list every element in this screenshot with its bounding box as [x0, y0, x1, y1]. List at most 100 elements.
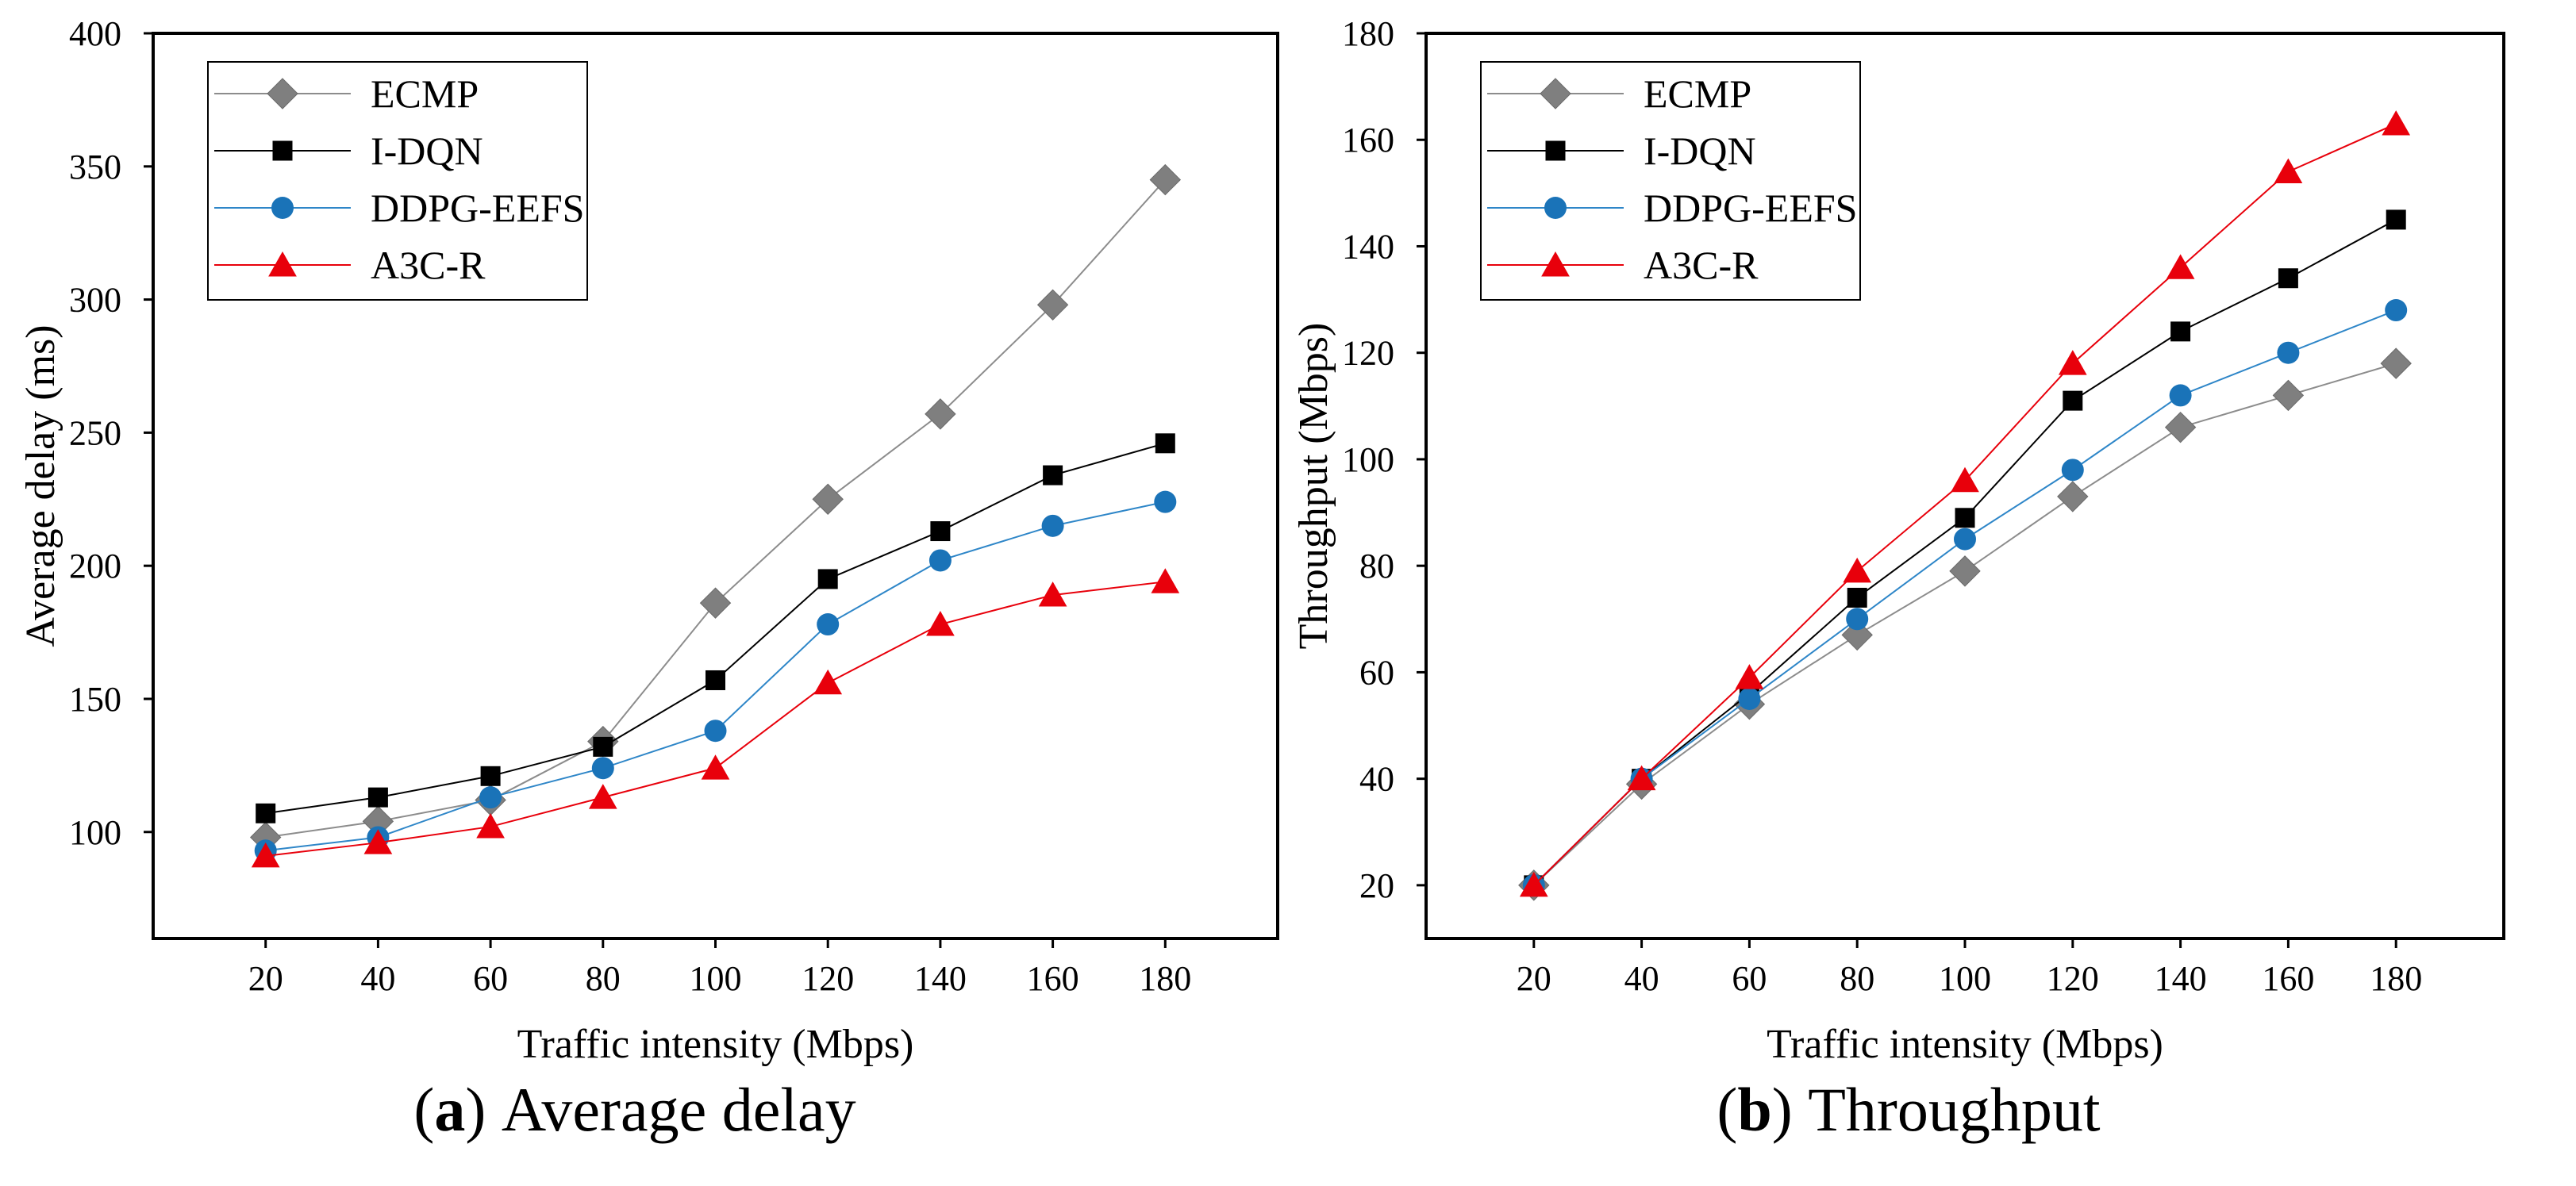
y-tick-label: 160	[1342, 121, 1394, 159]
series-ddpg-eefs	[1522, 299, 2408, 896]
data-point	[1149, 163, 1182, 196]
caption-text: Average delay	[486, 1075, 855, 1144]
legend-item: DDPG-EEFS	[214, 186, 584, 230]
data-point	[704, 720, 727, 743]
y-tick-label: 140	[1342, 227, 1394, 266]
y-tick-label: 300	[69, 281, 121, 320]
x-tick-label: 20	[1517, 959, 1551, 998]
data-point	[2382, 110, 2411, 136]
y-tick-label: 100	[69, 813, 121, 852]
data-point	[1738, 687, 1761, 710]
y-tick-label: 80	[1359, 547, 1394, 585]
data-point	[1627, 765, 1656, 791]
data-point	[1735, 664, 1764, 689]
x-tick-label: 80	[1840, 959, 1874, 998]
x-tick-label: 60	[473, 959, 508, 998]
caption-open: (	[413, 1075, 434, 1144]
x-tick-label: 100	[690, 959, 742, 998]
data-point	[1038, 581, 1067, 607]
data-point	[256, 803, 276, 823]
legend-label: DDPG-EEFS	[371, 186, 584, 230]
series-i-dqn	[1524, 209, 2406, 896]
caption-letter: a	[434, 1075, 465, 1144]
x-tick-label: 40	[360, 959, 395, 998]
legend-item: ECMP	[214, 71, 479, 116]
legend-label: I-DQN	[1644, 129, 1756, 173]
x-tick-label: 100	[1939, 959, 1991, 998]
data-point	[706, 670, 725, 690]
figure-caption: (b) Throughput	[1717, 1075, 2100, 1144]
data-point	[1846, 608, 1869, 631]
legend-label: DDPG-EEFS	[1644, 186, 1857, 230]
y-tick-label: 200	[69, 547, 121, 585]
data-point	[1043, 465, 1063, 486]
legend-box	[1480, 61, 1861, 301]
x-tick-label: 80	[586, 959, 621, 998]
data-point	[2063, 390, 2083, 411]
legend-marker	[1540, 78, 1571, 109]
data-point	[1154, 490, 1177, 513]
data-point	[2058, 350, 2087, 375]
y-tick-label: 400	[69, 14, 121, 53]
data-point	[813, 669, 843, 695]
legend-marker	[267, 78, 298, 109]
data-point	[2386, 209, 2406, 230]
data-point	[1847, 587, 1867, 608]
legend-box	[207, 61, 588, 301]
x-tick-label: 160	[2262, 959, 2314, 998]
data-point	[1519, 871, 1548, 897]
data-point	[476, 813, 505, 839]
data-point	[363, 829, 393, 854]
figure-caption: (a) Average delay	[413, 1075, 855, 1144]
legend-label: ECMP	[371, 71, 479, 116]
data-point	[1949, 555, 1981, 587]
x-axis-label: Traffic intensity (Mbps)	[1767, 1022, 2163, 1067]
y-tick-label: 100	[1342, 440, 1394, 479]
data-point	[2169, 384, 2192, 407]
x-tick-label: 140	[914, 959, 967, 998]
data-point	[1041, 514, 1064, 537]
series-a3c-r	[251, 568, 1180, 868]
data-point	[1955, 508, 1975, 528]
data-point	[2164, 411, 2197, 443]
data-point	[593, 736, 613, 757]
data-point	[588, 784, 617, 809]
data-point	[925, 398, 956, 430]
legend-marker	[1545, 140, 1566, 161]
y-tick-label: 350	[69, 148, 121, 186]
x-tick-label: 20	[248, 959, 283, 998]
legend-item: I-DQN	[214, 129, 483, 173]
caption-letter: b	[1737, 1075, 1771, 1144]
data-point	[1841, 619, 1873, 651]
data-point	[1155, 433, 1175, 454]
x-tick-label: 120	[802, 959, 854, 998]
legend-label: ECMP	[1644, 71, 1751, 116]
x-tick-label: 180	[2370, 959, 2422, 998]
legend-marker	[271, 197, 294, 219]
y-tick-label: 250	[69, 413, 121, 452]
caption-text: Throughput	[1793, 1075, 2101, 1144]
data-point	[1951, 466, 1979, 493]
data-point	[479, 786, 502, 809]
y-tick-label: 180	[1342, 14, 1394, 53]
data-point	[817, 613, 840, 636]
x-tick-label: 180	[1139, 959, 1191, 998]
caption-close: )	[1772, 1075, 1793, 1144]
data-point	[2272, 379, 2305, 412]
legend-label: I-DQN	[371, 129, 483, 173]
data-point	[699, 587, 732, 619]
caption-close: )	[465, 1075, 486, 1144]
y-axis-label: Average delay (ms)	[18, 324, 63, 647]
chart-b: 20 40 60 80 100 120 140 160 180 20 40 60 80 100 120 140…	[1291, 14, 2505, 1144]
data-point	[591, 757, 614, 780]
data-point	[926, 611, 955, 636]
legend-marker	[272, 140, 293, 161]
legend: ECMP I-DQN DDPG-EEFS A3C-R	[1480, 61, 1861, 301]
legend-label: A3C-R	[1644, 243, 1759, 287]
x-axis-label: Traffic intensity (Mbps)	[517, 1022, 914, 1067]
legend-item: DDPG-EEFS	[1487, 186, 1857, 230]
data-point	[930, 521, 951, 542]
series-line	[1533, 363, 2397, 886]
data-point	[2278, 268, 2298, 289]
